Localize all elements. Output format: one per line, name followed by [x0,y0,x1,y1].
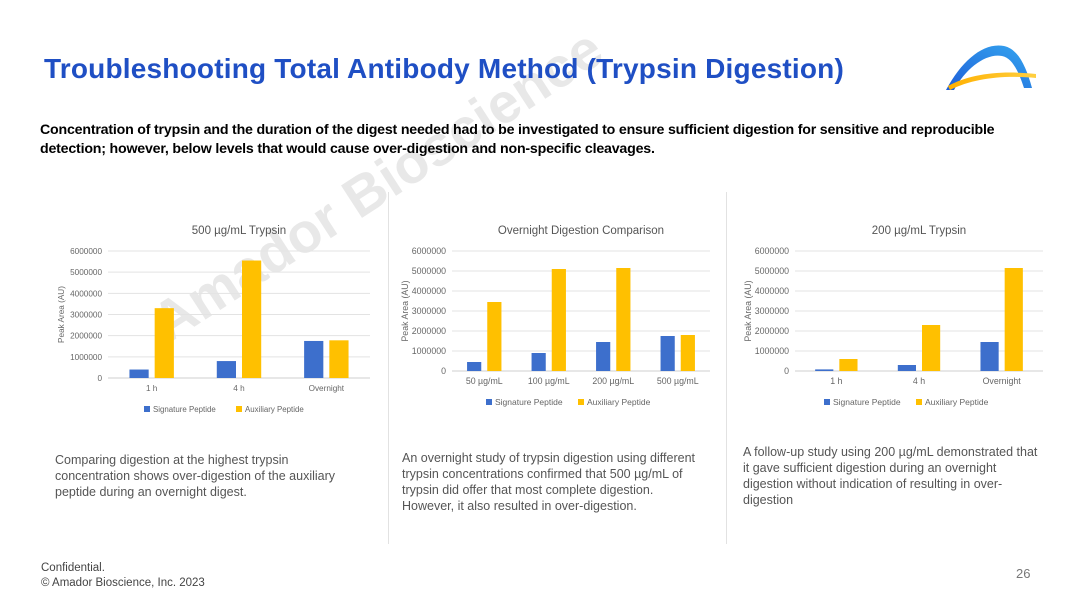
bar-auxiliary-peptide [242,260,262,378]
x-tick-label: 1 h [146,384,158,393]
column-divider [388,192,389,544]
y-tick-label: 6000000 [755,246,789,256]
bar-signature-peptide [304,340,324,378]
x-tick-label: 1 h [830,376,842,386]
legend-label: Signature Peptide [833,397,901,407]
bar-auxiliary-peptide [680,335,695,371]
bar-signature-peptide [980,342,999,371]
bar-auxiliary-peptide [922,325,941,371]
y-tick-label: 2000000 [412,326,446,336]
y-tick-label: 3000000 [755,306,789,316]
caption-500-trypsin: Comparing digestion at the highest tryps… [55,453,336,499]
company-logo-icon [946,45,1036,90]
y-tick-label: 5000000 [412,266,446,276]
chart-200-trypsin: 200 µg/mL Trypsin 0 1000000 2000000 3000000 4… [743,225,1043,407]
chart-title: 500 µg/mL Trypsin [192,225,286,237]
y-tick-label: 4000000 [755,286,789,296]
legend-swatch [916,399,922,405]
bar-signature-peptide [596,342,611,371]
bar-signature-peptide [660,336,675,371]
legend-swatch [824,399,830,405]
legend-label: Signature Peptide [153,405,216,414]
bar-signature-peptide [531,353,546,371]
legend-swatch [236,406,242,412]
x-tick-label: 4 h [913,376,925,386]
legend-label: Signature Peptide [495,397,563,407]
y-tick-label: 5000000 [70,268,102,277]
legend-swatch [578,399,584,405]
page-title: Troubleshooting Total Antibody Method (T… [44,53,845,84]
bar-auxiliary-peptide [616,268,631,371]
column-divider [726,192,727,544]
bar-auxiliary-peptide [551,269,566,371]
x-tick-label: 100 µg/mL [528,376,570,386]
chart-title: Overnight Digestion Comparison [498,225,664,237]
legend-label: Auxiliary Peptide [925,397,989,407]
bar-signature-peptide [467,362,482,371]
legend-swatch [486,399,492,405]
x-tick-label: Overnight [983,376,1022,386]
y-axis-label: Peak Area (AU) [400,280,410,341]
y-tick-label: 1000000 [412,346,446,356]
bar-signature-peptide [216,361,236,378]
legend-swatch [144,406,150,412]
page-number: 26 [1016,566,1031,581]
legend-label: Auxiliary Peptide [587,397,651,407]
bar-auxiliary-peptide [329,340,349,378]
chart-overnight-comparison: Overnight Digestion Comparison 0 1000000 20… [400,225,710,407]
chart-500-trypsin: 500 µg/mL Trypsin 0 1000000 2000000 3000000 4… [57,225,370,414]
footer-copyright: © Amador Bioscience, Inc. 2023 [41,577,205,589]
footer: Confidential. © Amador Bioscience, Inc. … [41,561,205,591]
bar-signature-peptide [129,369,149,378]
y-axis-label: Peak Area (AU) [743,280,753,341]
caption-overnight-comparison: An overnight study of trypsin digestion … [402,451,695,513]
bar-signature-peptide [815,369,834,371]
bar-signature-peptide [897,365,916,371]
y-tick-label: 5000000 [755,266,789,276]
chart-title: 200 µg/mL Trypsin [872,225,966,237]
footer-confidential: Confidential. [41,562,105,574]
x-tick-label: 4 h [233,384,245,393]
y-tick-label: 2000000 [755,326,789,336]
y-tick-label: 6000000 [412,246,446,256]
bar-auxiliary-peptide [1004,268,1023,371]
y-tick-label: 0 [441,366,446,376]
caption-200-trypsin: A follow-up study using 200 µg/mL demons… [743,445,1038,507]
y-tick-label: 4000000 [412,286,446,296]
legend-label: Auxiliary Peptide [245,405,304,414]
y-tick-label: 6000000 [70,247,102,256]
bar-auxiliary-peptide [839,359,858,371]
intro-text: Concentration of trypsin and the duratio… [40,122,995,157]
x-tick-label: 500 µg/mL [657,376,699,386]
bar-auxiliary-peptide [487,302,502,371]
y-tick-label: 1000000 [70,353,102,362]
bar-auxiliary-peptide [154,308,174,378]
y-axis-label: Peak Area (AU) [57,286,66,343]
y-tick-label: 1000000 [755,346,789,356]
x-tick-label: 50 µg/mL [466,376,503,386]
x-tick-label: 200 µg/mL [592,376,634,386]
y-tick-label: 2000000 [70,332,102,341]
x-tick-label: Overnight [309,384,345,393]
y-tick-label: 0 [784,366,789,376]
y-tick-label: 0 [97,374,102,383]
y-tick-label: 4000000 [70,289,102,298]
y-tick-label: 3000000 [412,306,446,316]
y-tick-label: 3000000 [70,311,102,320]
